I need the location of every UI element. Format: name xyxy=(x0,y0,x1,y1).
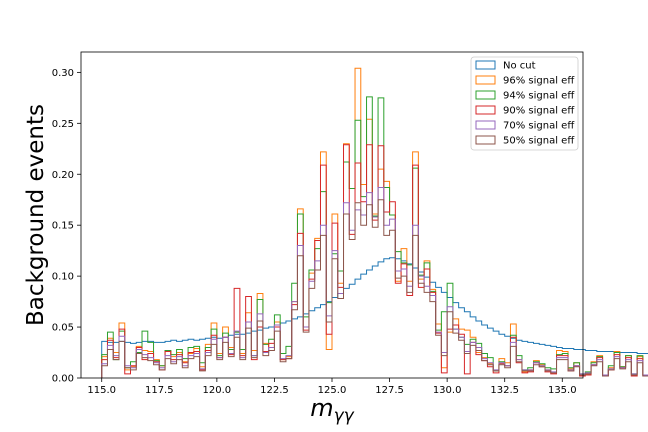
legend-frame xyxy=(470,56,579,151)
legend-swatch xyxy=(475,105,496,115)
legend: No cut 96% signal eff 94% signal eff 90% si… xyxy=(470,56,579,151)
y-axis: 0.00 0.05 0.10 0.15 0.20 0.25 0.30 xyxy=(52,68,81,385)
legend-label: 50% signal eff xyxy=(503,136,575,147)
x-tick-label: 115.0 xyxy=(87,385,116,396)
legend-swatch xyxy=(475,90,496,100)
x-tick-label: 132.5 xyxy=(490,385,519,396)
series-layer xyxy=(101,67,648,378)
x-tick-label: 122.5 xyxy=(260,385,289,396)
legend-label: No cut xyxy=(503,61,536,72)
x-tick-label: 130.0 xyxy=(433,385,462,396)
y-tick-label: 0.05 xyxy=(52,323,74,334)
legend-label: 94% signal eff xyxy=(503,91,575,102)
legend-label: 96% signal eff xyxy=(503,76,575,87)
legend-swatch xyxy=(475,120,496,130)
x-axis-label: mγγ xyxy=(310,394,354,426)
x-tick-label: 127.5 xyxy=(375,385,404,396)
y-tick-label: 0.10 xyxy=(52,272,74,283)
legend-label: 70% signal eff xyxy=(503,121,575,132)
x-axis-label-main: m xyxy=(310,394,333,422)
x-tick-label: 117.5 xyxy=(145,385,174,396)
x-tick-label: 135.0 xyxy=(548,385,577,396)
legend-label: 90% signal eff xyxy=(503,106,575,117)
legend-swatch xyxy=(475,60,496,70)
legend-swatch xyxy=(475,75,496,85)
y-tick-label: 0.30 xyxy=(52,68,74,79)
legend-swatch xyxy=(475,135,496,145)
series-0-step-line xyxy=(101,257,648,378)
y-tick-label: 0.15 xyxy=(52,221,74,232)
x-tick-label: 120.0 xyxy=(203,385,232,396)
x-axis: 115.0 117.5 120.0 122.5 125.0 127.5 130.0 132.5… xyxy=(87,378,577,396)
x-tick-label: 125.0 xyxy=(318,385,347,396)
x-axis-label-subscript: γγ xyxy=(334,406,355,426)
y-axis-label: Background events xyxy=(23,104,49,326)
y-tick-label: 0.20 xyxy=(52,170,74,181)
series-5-step-line xyxy=(101,199,648,378)
y-tick-label: 0.25 xyxy=(52,119,74,130)
y-tick-label: 0.00 xyxy=(52,374,74,385)
